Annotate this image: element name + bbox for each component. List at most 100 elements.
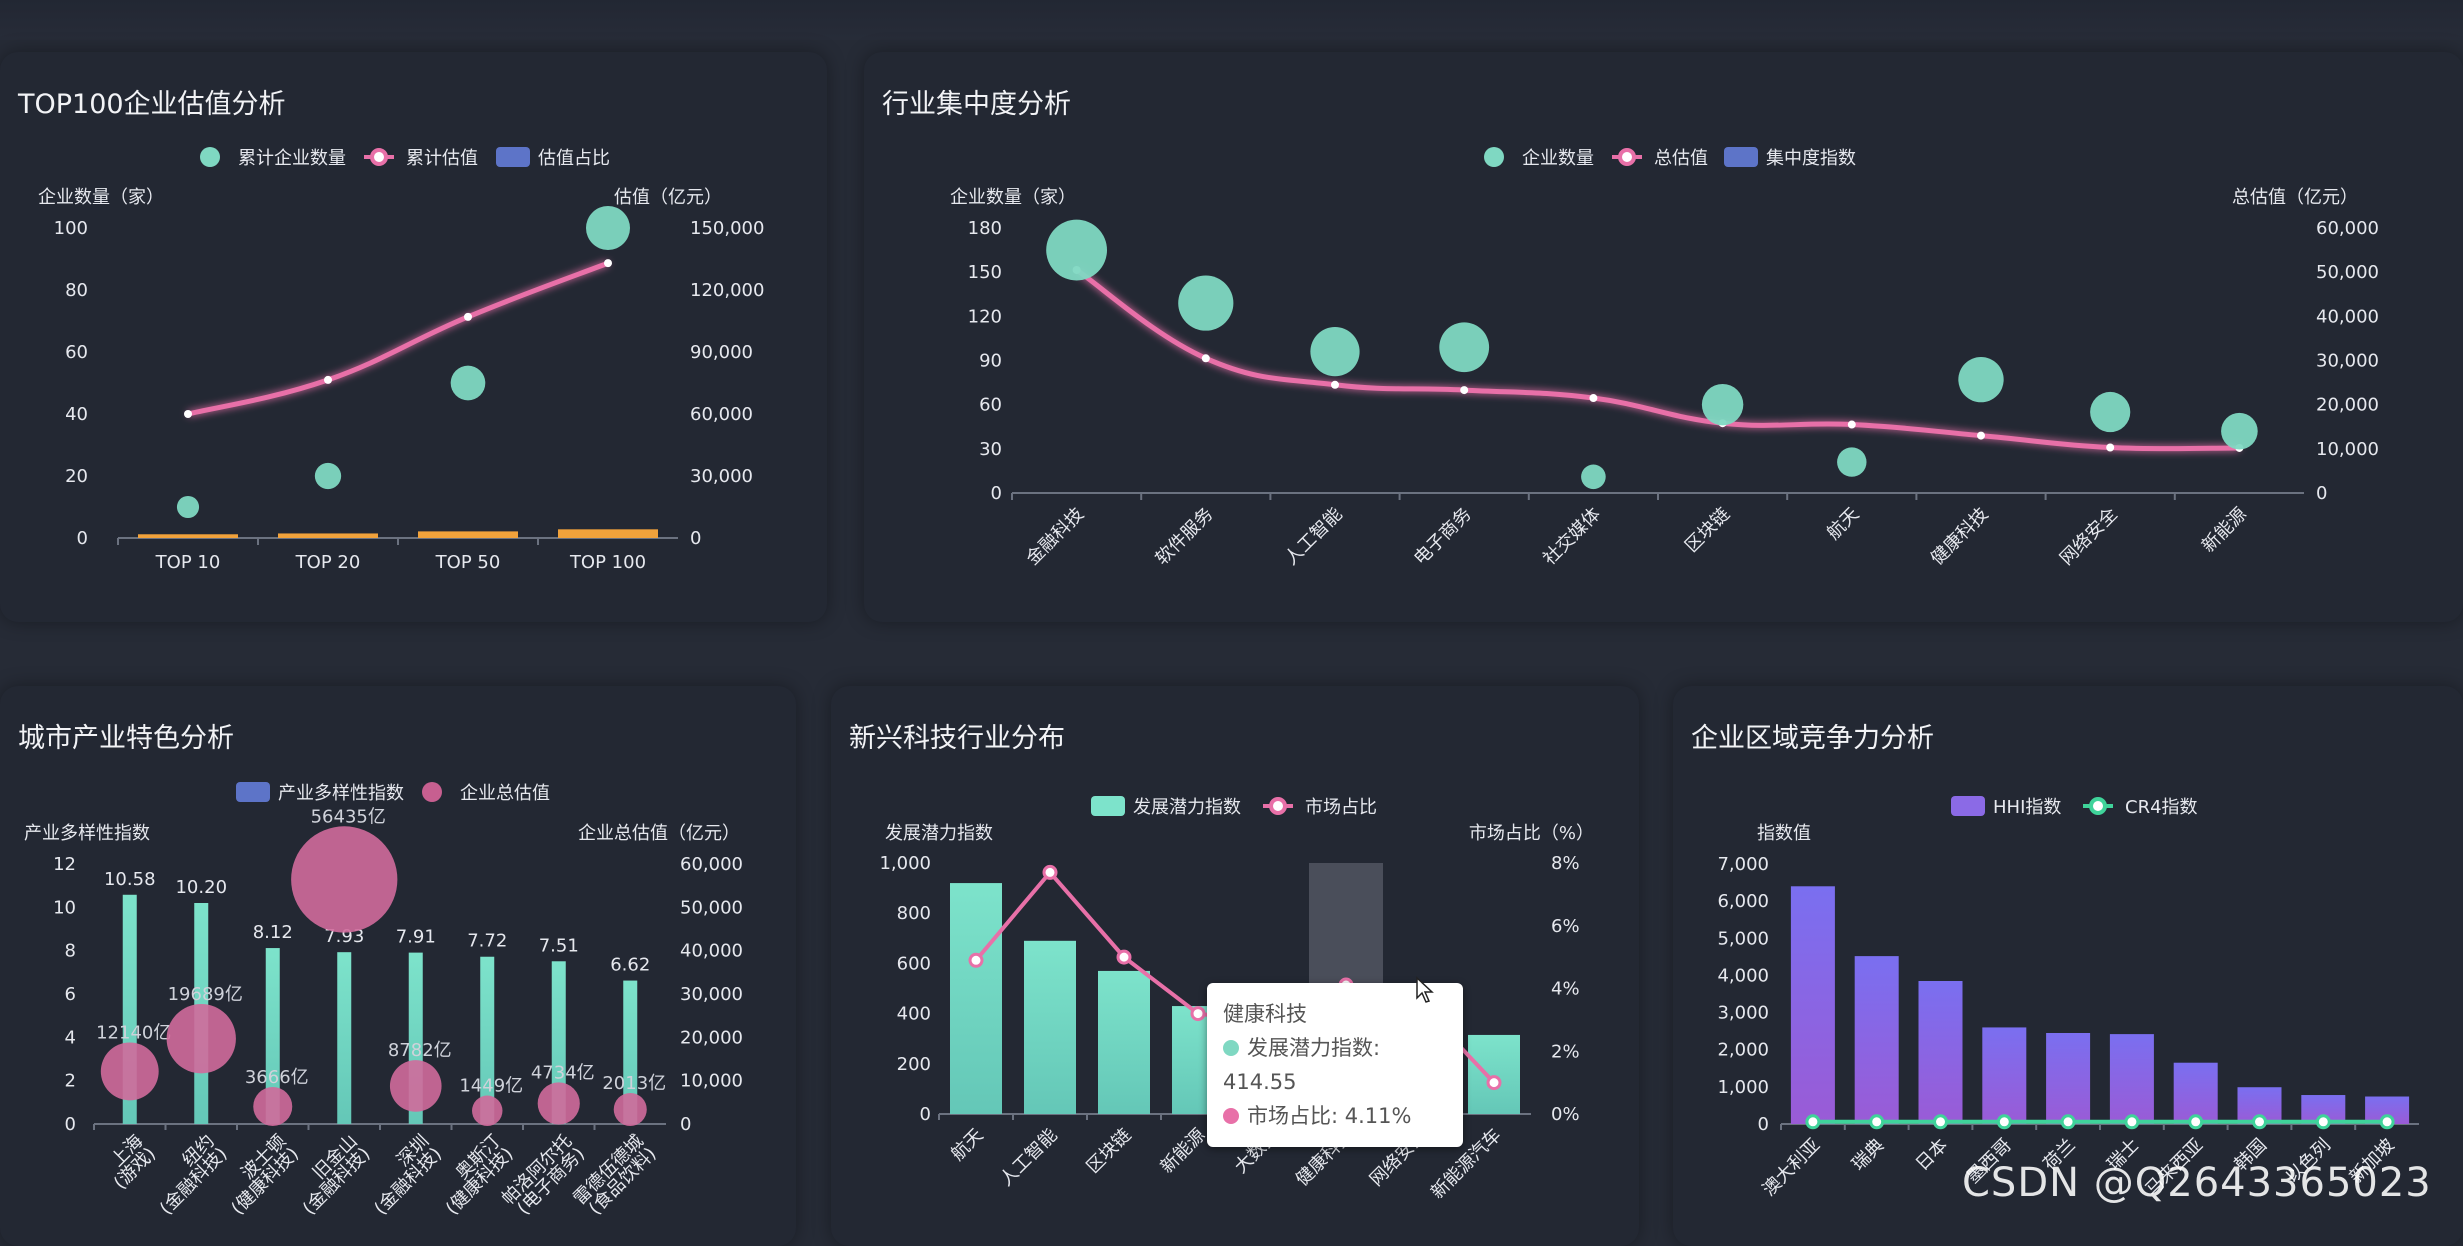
y-tick-label: 0 [1758,1114,1769,1135]
y-tick-label: 3,000 [1717,1003,1769,1024]
y2-tick-label: 60,000 [2316,218,2379,239]
legend-rect-icon [236,782,270,802]
y-tick-label: 10 [53,897,76,918]
y2-axis-title: 企业总估值（亿元） [578,823,740,844]
line-point [2106,443,2115,452]
x-tick-label-line: 新能源 [1157,1125,1210,1178]
y2-tick-label: 120,000 [690,280,764,301]
y-tick-label: 7,000 [1717,854,1769,875]
y-tick-label: 100 [54,218,88,239]
bar-hhi-index [1982,1027,2027,1124]
x-tick-label: 人工智能 [1281,504,1347,570]
bar-valuation-ratio [278,533,378,538]
y-tick-label: 40 [65,404,88,425]
bubble-company-count [1178,275,1234,331]
legend-label: 集中度指数 [1766,148,1856,169]
y2-tick-label: 60,000 [680,854,743,875]
panel-title: 新兴科技行业分布 [849,723,1065,754]
tooltip-title: 健康科技 [1223,1002,1307,1026]
legend-label: 产业多样性指数 [278,783,404,804]
legend-rect-icon [496,147,530,167]
legend-line-marker-icon [1269,797,1287,815]
bar-potential-index [1098,970,1150,1114]
y-tick-label: 1,000 [879,853,931,874]
x-tick-label-line: 软件服务 [1152,504,1218,570]
y-tick-label: 180 [968,218,1002,239]
x-tick-label: 瑞典 [1848,1135,1888,1175]
bubble-company-count [2090,391,2131,433]
x-tick-label-line: 航天 [947,1125,987,1165]
y2-tick-label: 0 [690,528,701,549]
y2-tick-label: 10,000 [680,1071,743,1092]
x-tick-label: TOP 10 [155,552,221,573]
y-tick-label: 2,000 [1717,1040,1769,1061]
bubble-company-count [450,365,486,401]
bar-hhi-index [2109,1034,2154,1124]
line-total-valuation [1075,267,2240,452]
y-tick-label: 1,000 [1717,1077,1769,1098]
legend-label: 发展潜力指数 [1133,797,1241,818]
y-tick-label: 2 [65,1071,76,1092]
x-tick-label-line: 社交媒体 [1539,504,1605,570]
bar-potential-index [1468,1034,1520,1114]
x-tick-label: 雷德伍德城(食品饮料) [569,1131,660,1222]
legend-label: 总估值 [1654,148,1708,169]
bubble-company-count [1439,322,1490,373]
line-point [1977,431,1985,440]
bubble-company-count [176,495,200,519]
y-tick-label: 800 [897,903,931,924]
x-tick-label-line: 瑞典 [1848,1135,1888,1175]
y2-tick-label: 0% [1551,1104,1580,1125]
y2-tick-label: 0 [680,1114,691,1135]
line-point [1847,420,1856,429]
tooltip-line-text: 市场占比: 4.11% [1247,1104,1412,1128]
x-tick-label-line: 澳大利亚 [1759,1135,1825,1201]
bubble-value-label: 12140亿 [96,1022,171,1043]
y-tick-label: 0 [77,528,88,549]
teal-dot-icon [1223,1040,1239,1056]
bar-value-label: 7.51 [539,935,579,956]
y-axis-title: 指数值 [1757,823,1811,844]
x-tick-label: 电子商务 [1410,504,1476,570]
x-tick-label: 帕洛阿尔托(电子商务) [498,1131,589,1222]
y2-tick-label: 30,000 [690,466,753,487]
bubble-company-count [1837,447,1867,477]
bar-value-label: 7.72 [467,931,507,952]
x-tick-label-line: 区块链 [1083,1125,1136,1178]
x-tick-label: 日本 [1912,1135,1952,1175]
x-tick-label: 澳大利亚 [1759,1135,1825,1201]
legend-rect-icon [1951,796,1985,816]
legend-label: CR4指数 [2125,797,2198,818]
y2-tick-label: 150,000 [690,218,764,239]
bar-value-label: 10.20 [175,877,227,898]
tooltip-line-text: 发展潜力指数: 414.55 [1223,1036,1381,1094]
y-tick-label: 120 [968,306,1002,327]
y2-tick-label: 20,000 [680,1027,743,1048]
x-tick-label-line: 新能源 [2198,504,2251,557]
y-axis-title: 产业多样性指数 [24,823,150,844]
bubble-company-count [1046,219,1108,281]
y2-tick-label: 6% [1551,916,1580,937]
bubble-company-count [1701,383,1744,426]
pink-dot-icon [1223,1108,1239,1124]
panel-industry-concentration: 行业集中度分析 企业数量 总估值 集中度指数 0 30 60 90 120 150 180 企业数量… [864,52,2463,622]
y2-tick-label: 90,000 [690,342,753,363]
y-axis-title: 发展潜力指数 [885,823,993,844]
x-tick-label: 区块链 [1083,1125,1136,1178]
y2-tick-label: 50,000 [680,897,743,918]
bubble-total-valuation [472,1095,503,1126]
line-point [464,312,472,321]
line-point [1486,1075,1502,1091]
chart-region-competition: HHI指数 CR4指数 0 1,000 2,000 3,000 4,000 5,000 6,00… [1717,796,2419,1201]
legend-label: 估值占比 [538,148,610,169]
panel-emerging-tech: 新兴科技行业分布 发展潜力指数 市场占比 0 200 400 600 800 1,000 发展潜… [831,686,1639,1246]
legend-label: 企业数量 [1522,148,1594,169]
bubble-value-label: 8782亿 [388,1040,452,1061]
line-point [184,410,192,418]
line-point [1805,1114,1821,1130]
y-tick-label: 90 [979,351,1002,372]
bubble-company-count [586,206,630,250]
y2-tick-label: 10,000 [2316,439,2379,460]
y2-tick-label: 50,000 [2316,262,2379,283]
panel-title: 行业集中度分析 [882,89,1071,120]
